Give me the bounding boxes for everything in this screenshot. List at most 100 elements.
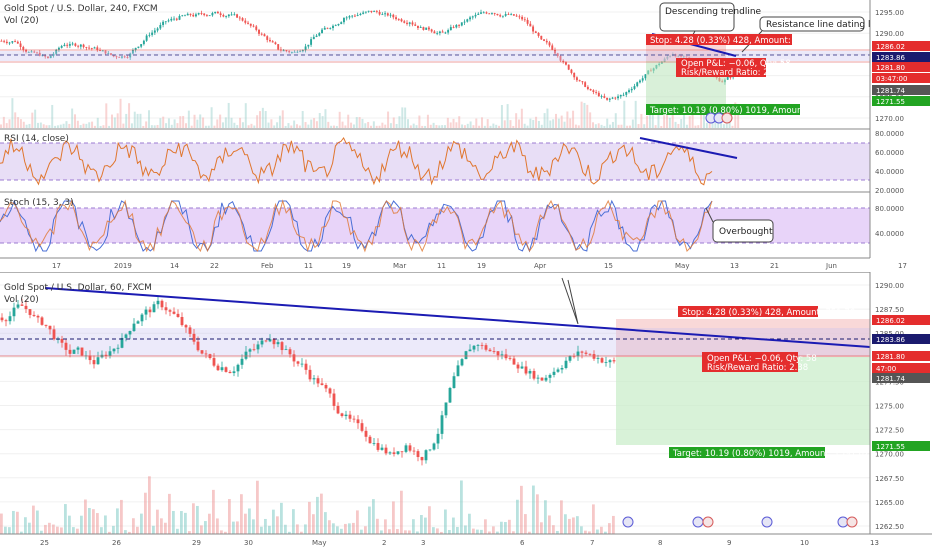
date-axis-4h[interactable]: 17 2019 14 22 Feb 11 19 Mar 11 19 Apr 15 May 13 21 Jun 1… <box>52 262 907 270</box>
candle-body <box>52 53 55 56</box>
volume-bar <box>315 121 318 128</box>
volume-bar <box>60 527 63 534</box>
volume-bar <box>248 508 251 534</box>
volume-bar <box>611 121 614 128</box>
volume-bar <box>444 509 447 534</box>
descending-trendline-1h[interactable] <box>44 287 871 348</box>
volume-bar <box>276 122 279 128</box>
svg-text:Risk/Reward Ratio: 2.38: Risk/Reward Ratio: 2.38 <box>707 363 808 373</box>
candle-body <box>304 363 308 370</box>
candles-1h <box>0 295 616 466</box>
candle-body <box>332 25 334 29</box>
chart-4h[interactable]: Descending trendline Resistance line dat… <box>0 0 932 272</box>
candle-body <box>356 419 360 424</box>
volume-bar <box>436 528 439 534</box>
volume-bar <box>5 123 8 128</box>
candle-body <box>551 45 554 50</box>
candle-body <box>425 27 428 30</box>
volume-bar <box>190 125 193 128</box>
volume-bar <box>536 494 539 534</box>
candle-body <box>156 28 159 31</box>
volume-bar <box>65 121 68 128</box>
candle-body <box>321 29 323 34</box>
candle-body <box>32 314 36 316</box>
volume-bar <box>179 116 182 128</box>
price-badge: 1283.86 <box>876 336 905 344</box>
candle-body <box>592 90 595 92</box>
candle-body <box>612 360 616 362</box>
volume-bar <box>240 494 243 534</box>
volume-bar <box>728 119 731 128</box>
volume-bar <box>0 124 2 128</box>
volume-bar <box>466 123 469 128</box>
candle-body <box>304 46 307 51</box>
candle-body <box>507 14 510 15</box>
volume-bar <box>574 124 577 128</box>
volume-bar <box>548 515 551 534</box>
candle-body <box>211 13 214 16</box>
volume-bar <box>230 117 233 128</box>
candle-body <box>318 33 321 36</box>
price-badge: 1286.02 <box>876 43 905 51</box>
candle-body <box>560 367 564 370</box>
volume-bar <box>241 122 244 128</box>
volume-bar <box>496 531 499 534</box>
candle-body <box>152 304 156 313</box>
candle-body <box>472 345 476 350</box>
volume-bar <box>592 122 594 128</box>
candle-body <box>277 44 280 50</box>
volume-bar <box>247 125 250 128</box>
candle-body <box>573 72 576 78</box>
price-tick-label: 40.0000 <box>875 230 904 238</box>
candle-body <box>148 34 151 36</box>
date-axis-1h[interactable]: 25 26 29 30 May 2 3 6 7 8 9 10 13 <box>40 539 879 547</box>
volume-bar <box>478 125 481 128</box>
volume-bar <box>512 125 515 128</box>
candle-body <box>92 360 96 365</box>
volume-bar <box>694 125 697 128</box>
candle-body <box>173 18 175 20</box>
volume-bar <box>272 509 275 534</box>
candle-body <box>99 50 101 51</box>
volume-bar <box>304 122 307 128</box>
candle-body <box>508 358 512 360</box>
candle-body <box>11 41 14 43</box>
volume-bar <box>483 125 486 128</box>
volume-bar <box>540 522 543 534</box>
volume-bar <box>256 115 259 128</box>
candle-body <box>488 13 491 15</box>
date-label: 7 <box>590 539 594 547</box>
volume-bar <box>320 493 323 534</box>
candle-body <box>315 35 318 37</box>
candle-body <box>520 366 524 369</box>
price-badge: 47:00 <box>876 365 896 373</box>
candle-body <box>90 48 93 49</box>
volume-bar <box>614 113 617 128</box>
candle-body <box>348 414 352 419</box>
candle-body <box>8 316 12 322</box>
volume-bar <box>168 493 171 534</box>
volume-bar <box>284 125 287 128</box>
volume-bar <box>428 506 431 534</box>
candle-body <box>644 74 647 79</box>
candle-body <box>167 20 170 22</box>
candle-body <box>397 19 400 20</box>
volume-bar <box>102 125 105 128</box>
candle-body <box>159 24 162 29</box>
volume-bar <box>112 525 115 534</box>
candle-body <box>424 450 428 461</box>
candle-body <box>575 77 578 81</box>
candle-body <box>376 443 380 450</box>
candle-body <box>280 342 284 351</box>
volume-bar <box>0 513 3 534</box>
candle-body <box>460 22 463 26</box>
candle-body <box>328 388 332 394</box>
candle-body <box>584 352 588 354</box>
candle-body <box>121 56 123 58</box>
volume-bar <box>506 104 509 128</box>
chart-1h[interactable]: Stop: 4.28 (0.33%) 428, Amount: 751.76 O… <box>0 272 932 550</box>
volume-bar <box>646 116 649 128</box>
candle-body <box>307 44 310 47</box>
date-label: 10 <box>800 539 809 547</box>
volume-bar <box>420 515 423 534</box>
